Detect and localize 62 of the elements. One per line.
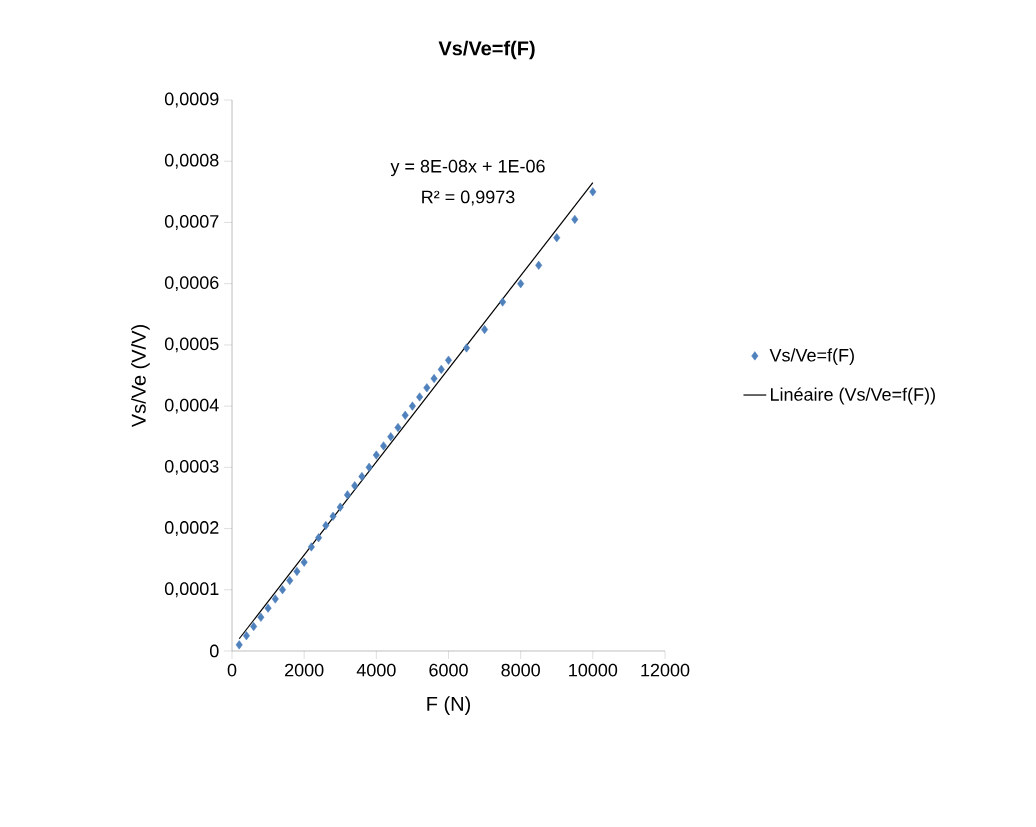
- point: [358, 471, 366, 482]
- y-tick-label: 0,0006: [164, 276, 219, 292]
- y-tick-label: 0: [209, 644, 219, 658]
- point: [416, 392, 424, 402]
- legend-label: Vs/Ve=f(F): [769, 348, 854, 366]
- point: [250, 621, 258, 632]
- y-axis-title: Vs/Ve (V/V): [131, 325, 150, 428]
- point: [401, 410, 409, 420]
- annotation: R² = 0,9973: [422, 190, 515, 206]
- point: [394, 423, 402, 433]
- x-axis-title: F (N): [427, 696, 471, 715]
- point: [271, 594, 279, 604]
- point: [481, 325, 489, 335]
- point: [553, 233, 561, 243]
- point: [463, 343, 471, 353]
- y-tick-label: 0,0003: [164, 459, 219, 475]
- point: [257, 612, 265, 622]
- x-tick-label: 12000: [641, 663, 690, 677]
- y-tick-label: 0,0009: [164, 92, 219, 108]
- point: [499, 297, 507, 307]
- point: [344, 490, 351, 500]
- point: [307, 542, 315, 552]
- x-tick-label: 0: [227, 663, 237, 677]
- point: [372, 450, 380, 460]
- chart-title: Vs/Ve=f(F): [438, 40, 535, 60]
- point: [517, 279, 525, 289]
- point: [365, 462, 373, 472]
- point: [235, 640, 243, 650]
- point: [322, 520, 330, 531]
- point: [380, 441, 388, 451]
- point: [329, 511, 337, 521]
- y-tick-label: 0,0004: [164, 398, 219, 414]
- point: [300, 557, 308, 567]
- point: [430, 374, 438, 384]
- x-tick-label: 8000: [501, 663, 540, 677]
- point: [423, 383, 431, 393]
- x-tick-label: 10000: [569, 663, 618, 677]
- y-tick-label: 0,0002: [164, 521, 219, 536]
- point: [293, 566, 301, 576]
- y-tick-label: 0,0007: [164, 215, 219, 230]
- point: [264, 603, 272, 613]
- y-tick-label: 0,0008: [164, 153, 219, 169]
- point: [387, 432, 395, 442]
- x-tick-label: 2000: [285, 663, 324, 677]
- point: [589, 187, 597, 197]
- annotation: y = 8E-08x + 1E-06: [390, 159, 545, 177]
- point: [571, 214, 579, 224]
- x-tick-label: 4000: [356, 663, 396, 677]
- point: [286, 576, 294, 586]
- point: [315, 533, 323, 543]
- point: [351, 481, 359, 491]
- y-tick-label: 0,0005: [164, 337, 219, 353]
- point: [279, 585, 286, 595]
- point: [242, 631, 250, 641]
- point: [445, 355, 452, 365]
- x-tick-label: 6000: [429, 663, 468, 677]
- point: [336, 502, 344, 512]
- point: [408, 401, 416, 411]
- point: [437, 364, 445, 374]
- legend-label: Linéaire (Vs/Ve=f(F)): [770, 387, 935, 405]
- point: [535, 260, 543, 270]
- y-tick-label: 0,0001: [164, 582, 219, 598]
